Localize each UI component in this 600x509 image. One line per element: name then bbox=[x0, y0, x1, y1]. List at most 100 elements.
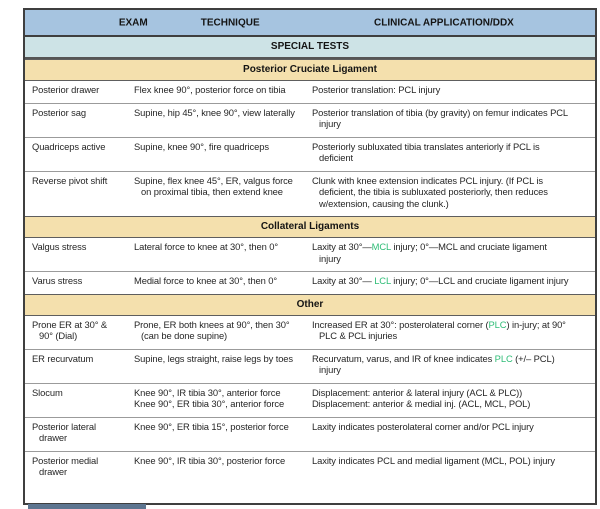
text-segment: Knee 90°, IR tibia 30°, anterior force bbox=[134, 386, 281, 398]
text-segment: Posterior sag bbox=[32, 106, 86, 118]
cell-line: Clunk with knee extension indicates PCL … bbox=[312, 175, 569, 210]
cell-line: Reverse pivot shift bbox=[32, 175, 121, 187]
text-segment: injury; 0°—MCL and cruciate ligament inj… bbox=[319, 241, 547, 264]
table-row: Posterior lateral drawer Knee 90°, ER tib… bbox=[25, 418, 595, 452]
clinical-cell: Posterior translation: PCL injury bbox=[305, 81, 595, 103]
text-segment: Lateral force to knee at 30°, then 0° bbox=[134, 241, 278, 252]
exam-cell: Varus stress bbox=[25, 272, 127, 294]
exam-cell: Reverse pivot shift bbox=[25, 172, 127, 217]
text-segment: Supine, hip 45°, knee 90°, view laterall… bbox=[134, 106, 295, 118]
text-segment: Recurvatum, varus, and IR of knee indica… bbox=[312, 352, 495, 364]
section-header: Collateral Ligaments bbox=[25, 216, 595, 238]
column-header-clinical-application: CLINICAL APPLICATION/DDX bbox=[374, 17, 514, 28]
special-tests-banner: SPECIAL TESTS bbox=[25, 37, 595, 59]
table-row: Valgus stress Lateral force to knee at 30… bbox=[25, 238, 595, 272]
exam-cell: Posterior lateral drawer bbox=[25, 418, 127, 451]
exam-cell: Posterior medial drawer bbox=[25, 452, 127, 485]
clinical-cell: Posteriorly subluxated tibia translates … bbox=[305, 138, 595, 171]
technique-cell: Supine, knee 90°, fire quadriceps bbox=[127, 138, 305, 171]
clinical-cell: Laxity indicates posterolateral corner a… bbox=[305, 418, 595, 451]
text-segment: Slocum bbox=[32, 386, 63, 398]
cell-line: Slocum bbox=[32, 387, 121, 399]
text-segment: Clunk with knee extension indicates PCL … bbox=[312, 174, 548, 209]
text-segment: Reverse pivot shift bbox=[32, 174, 108, 186]
cell-line: Knee 90°, ER tibia 15°, posterior force bbox=[134, 421, 299, 433]
text-segment: ER recurvatum bbox=[32, 352, 94, 364]
text-segment: Valgus stress bbox=[32, 241, 87, 252]
text-segment: Displacement: anterior & medial inj. (AC… bbox=[312, 398, 531, 409]
exam-cell: Quadriceps active bbox=[25, 138, 127, 171]
text-segment: Supine, flex knee 45°, ER, valgus force … bbox=[134, 174, 293, 198]
technique-cell: Flex knee 90°, posterior force on tibia bbox=[127, 81, 305, 103]
table-row: Quadriceps active Supine, knee 90°, fire … bbox=[25, 138, 595, 172]
table-row: Varus stress Medial force to knee at 30°,… bbox=[25, 272, 595, 294]
cell-line: Posterior medial drawer bbox=[32, 455, 121, 478]
cell-line: Varus stress bbox=[32, 275, 121, 287]
text-segment: Posteriorly subluxated tibia translates … bbox=[312, 140, 540, 164]
text-segment: Flex knee 90°, posterior force on tibia bbox=[134, 84, 286, 95]
clinical-cell: Posterior translation of tibia (by gravi… bbox=[305, 104, 595, 137]
text-segment: Laxity indicates posterolateral corner a… bbox=[312, 420, 534, 432]
technique-cell: Prone, ER both knees at 90°, then 30° (c… bbox=[127, 316, 305, 349]
cell-line: Supine, legs straight, raise legs by toe… bbox=[134, 353, 299, 365]
highlighted-term: LCL bbox=[374, 275, 391, 286]
highlighted-term: PLC bbox=[494, 352, 513, 364]
section-header: Other bbox=[25, 293, 595, 316]
clinical-cell: Laxity at 30°— LCL injury; 0°—LCL and cr… bbox=[305, 272, 595, 294]
text-segment: Posterior translation of tibia (by gravi… bbox=[312, 106, 568, 130]
next-table-edge bbox=[28, 504, 146, 509]
technique-cell: Supine, flex knee 45°, ER, valgus force … bbox=[127, 172, 305, 217]
text-segment: Increased ER at 30°: posterolateral corn… bbox=[312, 318, 489, 330]
cell-line: Knee 90°, ER tibia 30°, anterior force bbox=[134, 398, 299, 410]
text-segment: Knee 90°, ER tibia 15°, posterior force bbox=[134, 420, 289, 432]
table-header-row: EXAM TECHNIQUE CLINICAL APPLICATION/DDX bbox=[25, 10, 595, 37]
text-segment: (+/– PCL) injury bbox=[319, 352, 555, 376]
table-row: Posterior sag Supine, hip 45°, knee 90°, … bbox=[25, 104, 595, 138]
exam-cell: Posterior sag bbox=[25, 104, 127, 137]
exam-cell: Valgus stress bbox=[25, 238, 127, 271]
cell-line: Posterior translation: PCL injury bbox=[312, 84, 569, 96]
cell-line: Posterior sag bbox=[32, 107, 121, 119]
cell-line: Supine, hip 45°, knee 90°, view laterall… bbox=[134, 107, 299, 119]
technique-cell: Lateral force to knee at 30°, then 0° bbox=[127, 238, 305, 271]
table-row: ER recurvatum Supine, legs straight, rais… bbox=[25, 350, 595, 384]
cell-line: Flex knee 90°, posterior force on tibia bbox=[134, 84, 299, 96]
table-row: Prone ER at 30° & 90° (Dial) Prone, ER bo… bbox=[25, 316, 595, 350]
technique-cell: Knee 90°, IR tibia 30°, anterior force Kn… bbox=[127, 384, 305, 417]
technique-cell: Medial force to knee at 30°, then 0° bbox=[127, 272, 305, 294]
table-row: Reverse pivot shift Supine, flex knee 45°… bbox=[25, 172, 595, 217]
column-header-technique: TECHNIQUE bbox=[200, 17, 260, 28]
table-row: Posterior medial drawer Knee 90°, IR tibi… bbox=[25, 452, 595, 485]
cell-line: Prone, ER both knees at 90°, then 30° (c… bbox=[134, 319, 299, 342]
cell-line: Quadriceps active bbox=[32, 141, 121, 153]
cell-line: Posteriorly subluxated tibia translates … bbox=[312, 141, 569, 164]
text-segment: Prone ER at 30° & 90° (Dial) bbox=[32, 318, 108, 342]
text-segment: Supine, knee 90°, fire quadriceps bbox=[134, 140, 269, 152]
text-segment: Varus stress bbox=[32, 275, 83, 286]
exam-cell: Posterior drawer bbox=[25, 81, 127, 103]
technique-cell: Supine, hip 45°, knee 90°, view laterall… bbox=[127, 104, 305, 137]
clinical-cell: Clunk with knee extension indicates PCL … bbox=[305, 172, 595, 217]
cell-line: Knee 90°, IR tibia 30°, anterior force bbox=[134, 387, 299, 399]
cell-line: Posterior translation of tibia (by gravi… bbox=[312, 107, 569, 130]
section-rows: Prone ER at 30° & 90° (Dial) Prone, ER bo… bbox=[25, 316, 595, 485]
cell-line: Valgus stress bbox=[32, 241, 121, 253]
cell-line: Knee 90°, IR tibia 30°, posterior force bbox=[134, 455, 299, 467]
technique-cell: Knee 90°, ER tibia 15°, posterior force bbox=[127, 418, 305, 451]
cell-line: Displacement: anterior & medial inj. (AC… bbox=[312, 398, 569, 410]
highlighted-term: PLC bbox=[488, 318, 507, 330]
clinical-cell: Laxity indicates PCL and medial ligament… bbox=[305, 452, 595, 485]
text-segment: Quadriceps active bbox=[32, 140, 106, 152]
table-row: Slocum Knee 90°, IR tibia 30°, anterior f… bbox=[25, 384, 595, 418]
cell-line: Lateral force to knee at 30°, then 0° bbox=[134, 241, 299, 253]
text-segment: Posterior translation: PCL injury bbox=[312, 84, 441, 95]
cell-line: Supine, flex knee 45°, ER, valgus force … bbox=[134, 175, 299, 198]
section-rows: Valgus stress Lateral force to knee at 30… bbox=[25, 238, 595, 294]
special-tests-table: EXAM TECHNIQUE CLINICAL APPLICATION/DDX … bbox=[23, 8, 597, 505]
text-segment: Prone, ER both knees at 90°, then 30° (c… bbox=[134, 318, 290, 342]
text-segment: Laxity indicates PCL and medial ligament… bbox=[312, 454, 555, 466]
cell-line: Posterior lateral drawer bbox=[32, 421, 121, 444]
text-segment: Displacement: anterior & lateral injury … bbox=[312, 386, 523, 398]
text-segment: Knee 90°, IR tibia 30°, posterior force bbox=[134, 454, 286, 466]
